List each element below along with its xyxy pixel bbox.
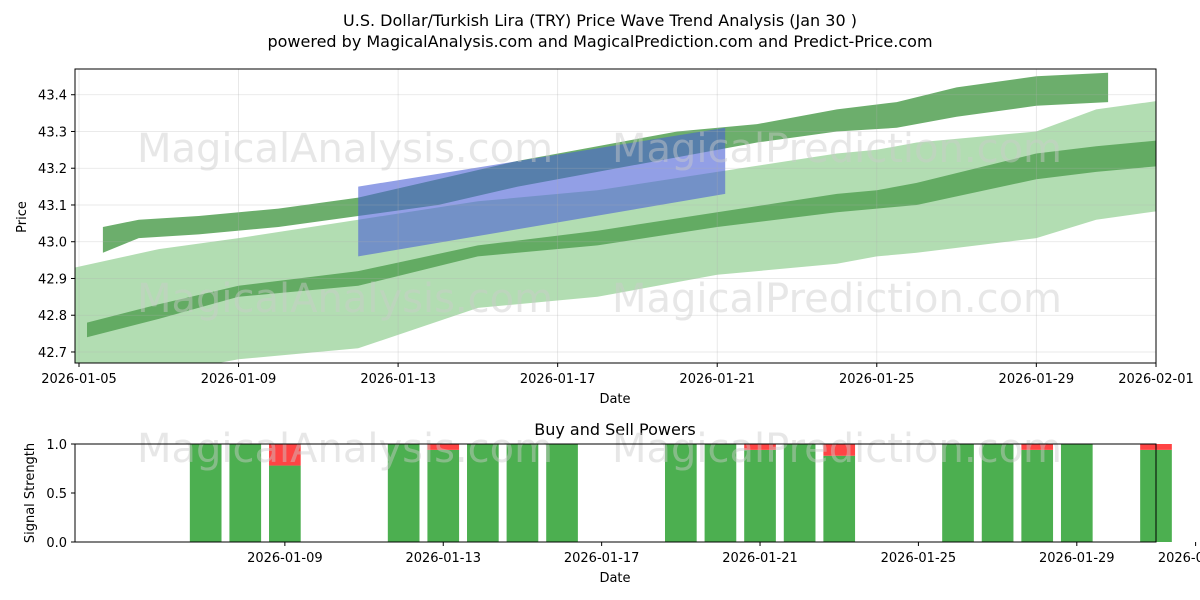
projection-band bbox=[358, 127, 726, 257]
buy-bar bbox=[1060, 444, 1093, 542]
long-term-median-band bbox=[87, 140, 1156, 338]
y-tick-label: 42.7 bbox=[38, 346, 67, 361]
signal-x-axis: 2026-01-09 2026-01-13 2026-01-17 2026-01-21… bbox=[247, 542, 1200, 566]
price-y-axis: 42.7 42.8 42.9 43.0 43.1 43.2 43.3 43.4 bbox=[38, 89, 75, 361]
buy-bar bbox=[704, 444, 737, 542]
sell-bar bbox=[744, 444, 776, 450]
x-tick-label: 2026-01-13 bbox=[405, 551, 481, 566]
price-x-axis: 2026-01-05 2026-01-09 2026-01-13 2026-01-17… bbox=[41, 363, 1194, 387]
buy-bar bbox=[981, 444, 1014, 542]
x-tick-label: 2026-01-13 bbox=[360, 372, 436, 387]
y-tick-label: 1.0 bbox=[46, 438, 67, 453]
buy-bar bbox=[664, 444, 697, 542]
x-tick-label: 2026-02-01 bbox=[1118, 372, 1194, 387]
y-tick-label: 43.0 bbox=[38, 236, 67, 251]
y-tick-label: 42.9 bbox=[38, 272, 67, 287]
x-tick-label: 2026-01-25 bbox=[839, 372, 915, 387]
x-tick-label: 2026-01-09 bbox=[247, 551, 323, 566]
buy-bar bbox=[783, 444, 816, 542]
price-bands bbox=[75, 72, 1156, 363]
sell-bar bbox=[427, 444, 460, 450]
y-tick-label: 0.0 bbox=[46, 536, 67, 551]
buy-bar bbox=[387, 444, 420, 542]
signal-y-axis: 0.0 0.5 1.0 bbox=[46, 438, 75, 551]
buy-bar bbox=[229, 444, 262, 542]
price-y-axis-label: Price bbox=[15, 201, 30, 233]
y-tick-label: 0.5 bbox=[46, 487, 67, 502]
y-tick-label: 43.4 bbox=[38, 89, 67, 104]
sell-bar bbox=[823, 444, 856, 456]
buy-bar bbox=[546, 444, 578, 542]
buy-bar bbox=[942, 444, 974, 542]
chart-subtitle: powered by MagicalAnalysis.com and Magic… bbox=[267, 32, 932, 51]
buy-bar bbox=[427, 449, 460, 542]
buy-bar bbox=[823, 455, 856, 542]
signal-y-axis-label: Signal Strength bbox=[23, 443, 38, 543]
buy-bar bbox=[189, 444, 222, 542]
chart-title: U.S. Dollar/Turkish Lira (TRY) Price Wav… bbox=[343, 11, 857, 30]
signal-chart: Buy and Sell Powers MagicalAnalysis.com … bbox=[23, 420, 1200, 586]
x-tick-label: 2026-01-17 bbox=[564, 551, 640, 566]
x-tick-label: 2026-01-17 bbox=[520, 372, 596, 387]
buy-bar bbox=[1021, 449, 1054, 542]
buy-bar bbox=[269, 465, 301, 542]
signal-x-axis-label: Date bbox=[599, 571, 630, 586]
price-chart: MagicalAnalysis.com MagicalPrediction.co… bbox=[15, 68, 1194, 407]
x-tick-label: 2026-01-29 bbox=[1039, 551, 1115, 566]
watermark-prediction: MagicalPrediction.com bbox=[612, 276, 1062, 322]
watermark-analysis: MagicalAnalysis.com bbox=[137, 426, 553, 472]
y-tick-label: 43.1 bbox=[38, 199, 67, 214]
x-tick-label: 2026-01-29 bbox=[999, 372, 1075, 387]
x-tick-label: 2026-02-01 bbox=[1158, 551, 1200, 566]
x-tick-label: 2026-01-05 bbox=[41, 372, 117, 387]
sell-bar bbox=[269, 444, 301, 466]
sell-bar bbox=[1021, 444, 1054, 450]
price-plot-frame bbox=[74, 68, 1157, 364]
y-tick-label: 43.3 bbox=[38, 125, 67, 140]
watermark-prediction: MagicalPrediction.com bbox=[612, 426, 1062, 472]
signal-chart-title: Buy and Sell Powers bbox=[534, 420, 696, 439]
x-tick-label: 2026-01-25 bbox=[881, 551, 957, 566]
price-x-axis-label: Date bbox=[599, 392, 630, 407]
signal-bars bbox=[189, 444, 1172, 542]
x-tick-label: 2026-01-21 bbox=[679, 372, 755, 387]
x-tick-label: 2026-01-21 bbox=[722, 551, 798, 566]
y-tick-label: 43.2 bbox=[38, 162, 67, 177]
buy-bar bbox=[506, 444, 539, 542]
x-tick-label: 2026-01-09 bbox=[201, 372, 277, 387]
watermark-prediction: MagicalPrediction.com bbox=[612, 126, 1062, 172]
watermark-analysis: MagicalAnalysis.com bbox=[137, 126, 553, 172]
buy-bar bbox=[744, 449, 776, 542]
y-tick-label: 42.8 bbox=[38, 309, 67, 324]
watermark-analysis: MagicalAnalysis.com bbox=[137, 276, 553, 322]
buy-bar bbox=[467, 444, 499, 542]
